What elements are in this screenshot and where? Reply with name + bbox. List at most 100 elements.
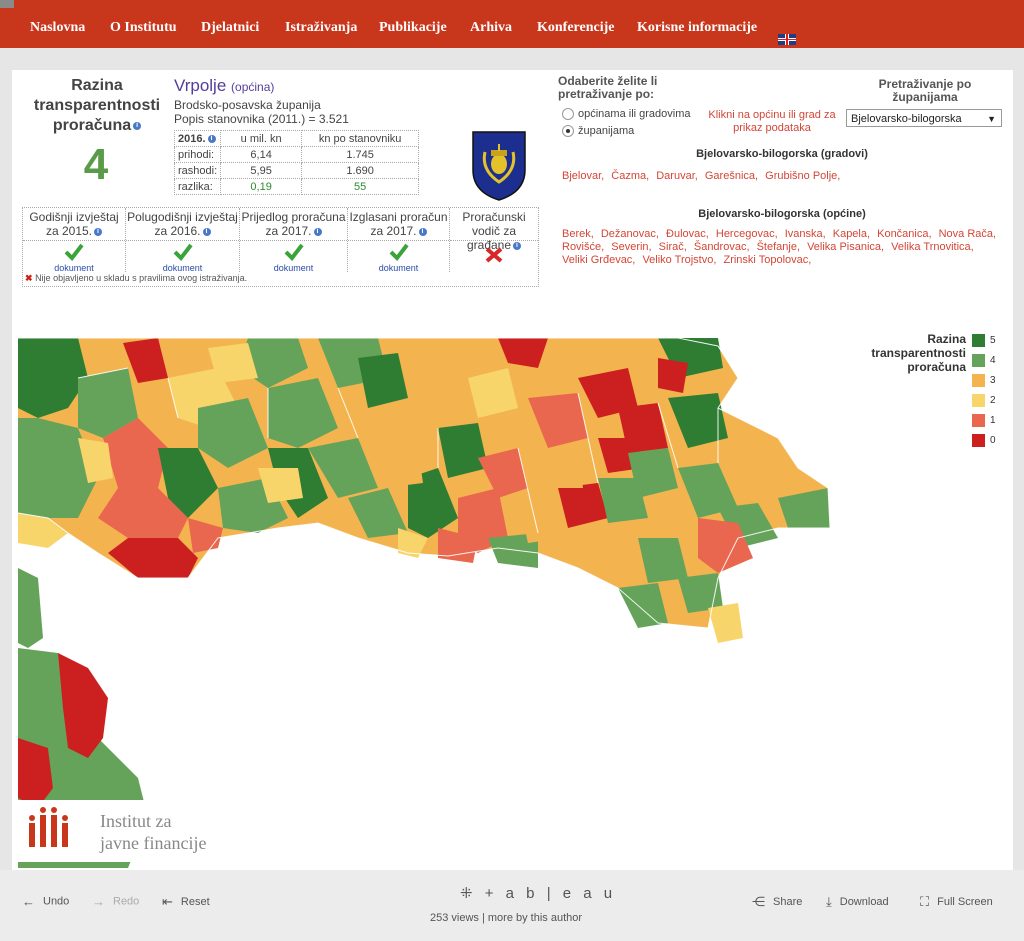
share-button[interactable]: ⋲ Share	[752, 894, 802, 910]
uk-flag-icon[interactable]	[778, 34, 796, 45]
doc-label-text: Izglasani proračun za 2017.	[349, 210, 448, 238]
info-icon[interactable]: i	[313, 227, 322, 236]
info-icon[interactable]: i	[133, 121, 142, 130]
radio-municipalities[interactable]: općinama ili gradovima	[562, 108, 691, 121]
main-nav: Naslovna O Institutu Djelatnici Istraživ…	[0, 8, 1024, 48]
croatia-map[interactable]	[18, 338, 838, 868]
score-title: Razina transparentnosti proračuna i	[22, 76, 172, 136]
doc-citizens-guide: Proračunski vodič za građane i	[450, 208, 538, 272]
table-row: prihodi: 6,14 1.745	[173, 146, 420, 163]
radio-counties[interactable]: županijama	[562, 125, 634, 138]
municipality-link[interactable]: Berek,	[562, 228, 594, 240]
coat-of-arms-icon	[472, 131, 526, 201]
legend-item[interactable]: 2	[972, 394, 996, 407]
nav-naslovna[interactable]: Naslovna	[30, 20, 86, 35]
nav-o-institutu[interactable]: O Institutu	[110, 20, 177, 35]
ijf-logo[interactable]: Institut za javne financije	[18, 800, 218, 862]
doc-label-text: Proračunski vodič za građane	[462, 210, 526, 252]
tableau-logo[interactable]: ⁜ + a b | e a u	[460, 884, 616, 902]
city-link[interactable]: Grubišno Polje,	[765, 170, 841, 182]
legend-item[interactable]: 1	[972, 414, 996, 427]
logo-line: Institut za	[100, 811, 172, 831]
nav-publikacije[interactable]: Publikacije	[379, 20, 447, 35]
legend-swatch	[972, 374, 985, 387]
legend-item[interactable]: 0	[972, 434, 996, 447]
nav-korisne-informacije[interactable]: Korisne informacije	[637, 20, 758, 35]
undo-arrow-icon: ←	[22, 894, 35, 909]
municipality-link[interactable]: Rovišće,	[562, 241, 605, 253]
nav-konferencije[interactable]: Konferencije	[537, 20, 615, 35]
document-link[interactable]: dokument	[162, 263, 203, 273]
legend-label: 1	[990, 415, 996, 427]
city-link[interactable]: Čazma,	[611, 170, 650, 182]
dropdown-arrow-icon[interactable]: ▼	[987, 114, 996, 124]
municipality-link[interactable]: Nova Rača,	[938, 228, 997, 240]
legend-note-text: Nije objavljeno u skladu s pravilima ovo…	[35, 273, 248, 283]
municipalities-list: Berek, Dežanovac, Đulovac, Hercegovac, I…	[562, 228, 1002, 267]
municipality-link[interactable]: Veliki Grđevac,	[562, 254, 636, 266]
info-icon[interactable]: i	[94, 227, 103, 236]
municipality-link[interactable]: Sirač,	[658, 241, 687, 253]
city-link[interactable]: Bjelovar,	[562, 170, 605, 182]
municipality-link[interactable]: Velika Trnovitica,	[891, 241, 974, 253]
radio-selected-icon[interactable]	[562, 125, 574, 138]
legend-swatch	[972, 434, 985, 447]
doc-label-text: Prijedlog proračuna za 2017.	[241, 210, 346, 238]
legend-swatch	[972, 394, 985, 407]
municipality-link[interactable]: Veliko Trojstvo,	[642, 254, 717, 266]
city-link[interactable]: Garešnica,	[704, 170, 759, 182]
finance-value: 55	[301, 178, 420, 195]
municipality-link[interactable]: Đulovac,	[666, 228, 709, 240]
ijf-logo-text: Institut za javne financije	[100, 810, 206, 854]
search-mode-title: Odaberite želite li pretraživanje po:	[558, 74, 658, 101]
municipality-link[interactable]: Šandrovac,	[693, 241, 750, 253]
doc-semiannual-report: Polugodišnji izvještaj za 2016. i dokumen…	[126, 208, 240, 273]
radio-icon[interactable]	[562, 108, 574, 121]
city-link[interactable]: Daruvar,	[656, 170, 698, 182]
info-icon[interactable]: i	[202, 227, 211, 236]
nav-djelatnici[interactable]: Djelatnici	[201, 20, 260, 35]
doc-label: Izglasani proračun za 2017. i	[348, 208, 449, 241]
tableau-wordmark: + a b | e a u	[484, 885, 617, 902]
document-link[interactable]: dokument	[378, 263, 419, 273]
legend-item[interactable]: 4	[972, 354, 996, 367]
doc-label: Proračunski vodič za građane i	[450, 208, 538, 252]
cross-icon	[450, 247, 538, 265]
municipality-link[interactable]: Zrinski Topolovac,	[723, 254, 812, 266]
municipality-link[interactable]: Severin,	[611, 241, 652, 253]
tableau-cross-icon: ⁜	[460, 885, 477, 902]
finance-value: 1.745	[301, 146, 420, 163]
documents-panel: Godišnji izvještaj za 2015. i dokument Po…	[22, 207, 539, 287]
download-icon: ⤓	[826, 894, 832, 909]
municipality-link[interactable]: Velika Pisanica,	[807, 241, 885, 253]
municipality-link[interactable]: Štefanje,	[756, 241, 800, 253]
views-count[interactable]: 253 views | more by this author	[430, 912, 583, 924]
cities-list: Bjelovar, Čazma, Daruvar, Garešnica, Gru…	[562, 170, 1002, 183]
county-select[interactable]: Bjelovarsko-bilogorska ▼	[846, 109, 1002, 127]
nav-istrazivanja[interactable]: Istraživanja	[285, 20, 358, 35]
undo-button[interactable]: ← Undo	[22, 894, 69, 909]
municipality-link[interactable]: Končanica,	[877, 228, 932, 240]
document-link[interactable]: dokument	[273, 263, 314, 273]
municipality-name-text: Vrpolje	[174, 76, 227, 95]
legend-label: 0	[990, 435, 996, 447]
legend-item[interactable]: 3	[972, 374, 996, 387]
info-icon[interactable]: i	[207, 134, 216, 143]
redo-button[interactable]: → Redo	[92, 894, 139, 909]
municipality-link[interactable]: Ivanska,	[784, 228, 826, 240]
reset-label: Reset	[180, 895, 210, 908]
reset-button[interactable]: ⇤ Reset	[162, 894, 210, 910]
municipality-link[interactable]: Kapela,	[832, 228, 871, 240]
download-button[interactable]: ⤓ Download	[826, 894, 889, 910]
document-link[interactable]: dokument	[54, 263, 94, 273]
nav-arhiva[interactable]: Arhiva	[470, 20, 512, 35]
info-icon[interactable]: i	[418, 227, 427, 236]
cross-small-icon: ✖	[25, 273, 33, 283]
finance-value: 5,95	[220, 162, 303, 179]
info-icon[interactable]: i	[513, 241, 522, 250]
municipality-link[interactable]: Hercegovac,	[715, 228, 778, 240]
fullscreen-button[interactable]: ⛶ Full Screen	[920, 894, 993, 910]
legend-swatch	[972, 334, 985, 347]
municipality-link[interactable]: Dežanovac,	[600, 228, 659, 240]
legend-item[interactable]: 5	[972, 334, 996, 347]
